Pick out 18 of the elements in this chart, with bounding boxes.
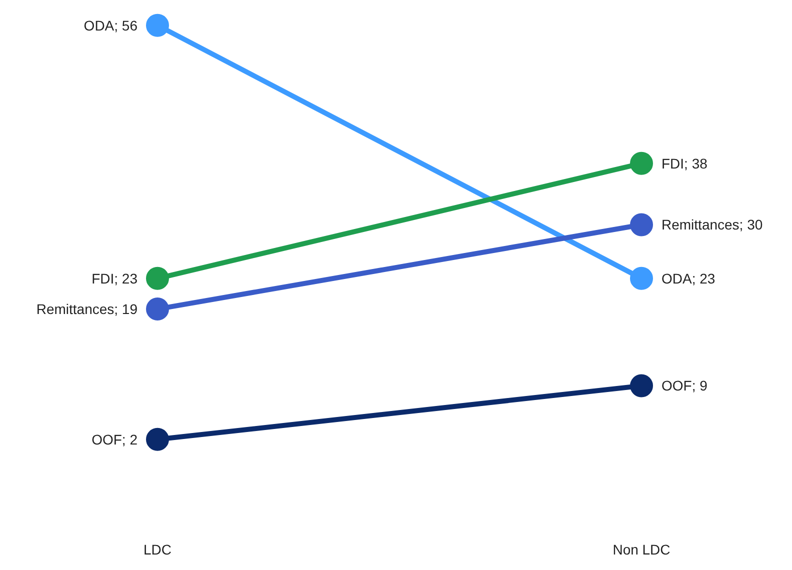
- data-label: FDI; 38: [662, 155, 708, 172]
- data-label: ODA; 23: [662, 270, 716, 286]
- data-label: OOF; 2: [92, 431, 138, 448]
- point: [146, 428, 169, 451]
- point: [146, 298, 169, 321]
- point: [630, 374, 653, 398]
- data-label: ODA; 56: [84, 17, 138, 34]
- data-label: Remittances; 30: [662, 216, 763, 233]
- data-label: OOF; 9: [662, 378, 708, 394]
- data-label: FDI; 23: [92, 270, 138, 286]
- point: [146, 14, 169, 37]
- point: [630, 152, 653, 175]
- x-tick-label: LDC: [143, 542, 172, 558]
- point: [630, 266, 653, 290]
- x-tick-label: Non LDC: [612, 542, 670, 558]
- point: [146, 266, 169, 290]
- data-label: Remittances; 19: [36, 301, 138, 318]
- point: [630, 213, 653, 236]
